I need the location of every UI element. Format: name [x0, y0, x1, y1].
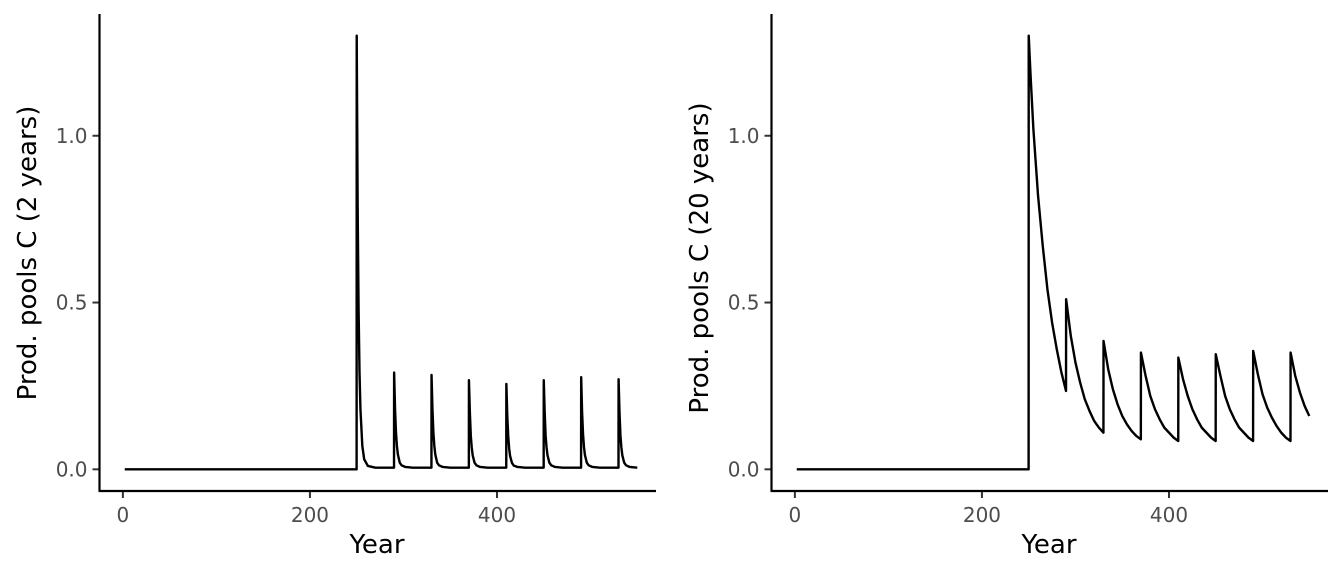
right-x-tick-label: 200	[963, 503, 1001, 527]
left-x-tick-label: 400	[478, 503, 516, 527]
right-series-line	[796, 34, 1311, 471]
left-x-tick-label: 0	[117, 503, 130, 527]
left-x-tick-label: 200	[291, 503, 329, 527]
left-x-axis-title: Year	[348, 530, 404, 560]
right-y-tick-label: 1.0	[728, 124, 760, 148]
right-x-tick-label: 0	[789, 503, 802, 527]
right-x-axis-title: Year	[1020, 530, 1076, 560]
left-series-line	[124, 34, 638, 471]
left-y-tick-label: 0.0	[56, 457, 88, 481]
right-y-tick-label: 0.5	[728, 291, 760, 315]
left-y-tick-label: 0.5	[56, 291, 88, 315]
left-y-tick-label: 1.0	[56, 124, 88, 148]
right-y-tick-label: 0.0	[728, 457, 760, 481]
right-panel: 0 200 400 0.0 0.5 1.0 Year Prod. pools C (20 …	[685, 14, 1328, 560]
left-y-axis-title: Prod. pools C (2 years)	[13, 106, 43, 401]
left-panel: 0 200 400 0.0 0.5 1.0 Year Prod. pools C (2 y…	[13, 14, 656, 560]
right-y-axis-title: Prod. pools C (20 years)	[685, 102, 715, 413]
right-x-tick-label: 400	[1150, 503, 1188, 527]
